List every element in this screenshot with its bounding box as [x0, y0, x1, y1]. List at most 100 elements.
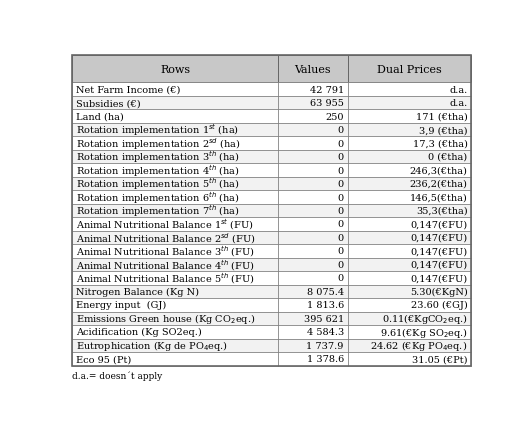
- Text: Rows: Rows: [160, 64, 190, 75]
- Text: Animal Nutritional Balance 5$^{th}$ (FU): Animal Nutritional Balance 5$^{th}$ (FU): [76, 271, 255, 286]
- Text: 1 813.6: 1 813.6: [307, 301, 344, 310]
- Text: 0: 0: [338, 166, 344, 175]
- Bar: [278, 298, 348, 312]
- Text: 0: 0: [338, 220, 344, 229]
- Text: 23.60 (€GJ): 23.60 (€GJ): [411, 301, 468, 310]
- Bar: [72, 191, 278, 204]
- Text: Acidification (Kg SO2eq.): Acidification (Kg SO2eq.): [76, 328, 202, 337]
- Text: Nitrogen Balance (Kg N): Nitrogen Balance (Kg N): [76, 287, 199, 296]
- Bar: [278, 231, 348, 245]
- Bar: [348, 97, 471, 110]
- Text: 0,147(€FU): 0,147(€FU): [411, 260, 468, 269]
- Bar: [72, 272, 278, 285]
- Bar: [72, 177, 278, 191]
- Text: 236,2(€tha): 236,2(€tha): [409, 180, 468, 189]
- Bar: [278, 164, 348, 177]
- Text: 0: 0: [338, 206, 344, 215]
- Text: d.a.: d.a.: [449, 99, 468, 108]
- Text: 35,3(€tha): 35,3(€tha): [416, 206, 468, 215]
- Bar: [278, 312, 348, 326]
- Bar: [278, 272, 348, 285]
- Text: Animal Nutritional Balance 2$^{sd}$ (FU): Animal Nutritional Balance 2$^{sd}$ (FU): [76, 230, 256, 245]
- Bar: [72, 137, 278, 150]
- Bar: [278, 218, 348, 231]
- Text: 0: 0: [338, 126, 344, 135]
- Bar: [72, 339, 278, 352]
- Text: 0: 0: [338, 193, 344, 202]
- Text: 5.30(€KgN): 5.30(€KgN): [410, 287, 468, 296]
- Bar: [278, 204, 348, 218]
- Text: 0: 0: [338, 247, 344, 256]
- Bar: [72, 312, 278, 326]
- Bar: [348, 83, 471, 97]
- Text: 0 (€tha): 0 (€tha): [428, 153, 468, 162]
- Bar: [278, 245, 348, 258]
- Text: Energy input  (GJ): Energy input (GJ): [76, 301, 167, 310]
- Bar: [348, 352, 471, 366]
- Bar: [348, 204, 471, 218]
- Text: Animal Nutritional Balance 4$^{th}$ (FU): Animal Nutritional Balance 4$^{th}$ (FU): [76, 258, 255, 272]
- Bar: [278, 352, 348, 366]
- Bar: [278, 177, 348, 191]
- Bar: [348, 150, 471, 164]
- Bar: [348, 272, 471, 285]
- Bar: [348, 231, 471, 245]
- Bar: [348, 326, 471, 339]
- Bar: [348, 285, 471, 298]
- Text: Net Farm Income (€): Net Farm Income (€): [76, 86, 180, 94]
- Text: 63 955: 63 955: [310, 99, 344, 108]
- Text: 0.11(€KgCO$_2$eq.): 0.11(€KgCO$_2$eq.): [382, 312, 468, 326]
- Text: Land (ha): Land (ha): [76, 112, 124, 121]
- Text: Rotation implementation 7$^{th}$ (ha): Rotation implementation 7$^{th}$ (ha): [76, 203, 240, 219]
- Bar: [278, 83, 348, 97]
- Bar: [278, 326, 348, 339]
- Bar: [72, 231, 278, 245]
- Text: Animal Nutritional Balance 1$^{st}$ (FU): Animal Nutritional Balance 1$^{st}$ (FU): [76, 217, 254, 232]
- Bar: [278, 191, 348, 204]
- Text: 395 621: 395 621: [304, 314, 344, 323]
- Text: 8 075.4: 8 075.4: [307, 287, 344, 296]
- Bar: [72, 352, 278, 366]
- Text: 0: 0: [338, 274, 344, 283]
- Bar: [278, 339, 348, 352]
- Text: Rotation implementation 3$^{th}$ (ha): Rotation implementation 3$^{th}$ (ha): [76, 149, 240, 165]
- Text: 0,147(€FU): 0,147(€FU): [411, 274, 468, 283]
- Bar: [72, 298, 278, 312]
- Bar: [72, 258, 278, 272]
- Bar: [348, 137, 471, 150]
- Bar: [348, 110, 471, 123]
- Text: Emissions Green house (Kg CO$_2$eq.): Emissions Green house (Kg CO$_2$eq.): [76, 312, 256, 326]
- Text: Rotation implementation 5$^{th}$ (ha): Rotation implementation 5$^{th}$ (ha): [76, 176, 240, 192]
- Bar: [348, 123, 471, 137]
- Text: d.a.: d.a.: [449, 86, 468, 94]
- Bar: [72, 218, 278, 231]
- Bar: [348, 245, 471, 258]
- Bar: [278, 258, 348, 272]
- Text: d.a.= doesn´t apply: d.a.= doesn´t apply: [72, 370, 162, 380]
- Bar: [348, 191, 471, 204]
- Text: 0,147(€FU): 0,147(€FU): [411, 247, 468, 256]
- Bar: [348, 312, 471, 326]
- Text: Values: Values: [295, 64, 331, 75]
- Text: Eco 95 (Pt): Eco 95 (Pt): [76, 355, 131, 363]
- Bar: [72, 83, 278, 97]
- Text: 9.61(€Kg SO$_2$eq.): 9.61(€Kg SO$_2$eq.): [379, 325, 468, 339]
- Text: 3,9 (€tha): 3,9 (€tha): [419, 126, 468, 135]
- Text: 31.05 (€Pt): 31.05 (€Pt): [412, 355, 468, 363]
- Bar: [348, 164, 471, 177]
- Bar: [72, 123, 278, 137]
- Bar: [348, 298, 471, 312]
- Bar: [72, 285, 278, 298]
- Bar: [72, 204, 278, 218]
- Bar: [72, 164, 278, 177]
- Bar: [348, 258, 471, 272]
- Bar: [278, 123, 348, 137]
- Bar: [72, 245, 278, 258]
- Text: 171 (€tha): 171 (€tha): [416, 112, 468, 121]
- Text: 1 737.9: 1 737.9: [306, 341, 344, 350]
- Text: 146,5(€tha): 146,5(€tha): [410, 193, 468, 202]
- Text: Rotation implementation 2$^{sd}$ (ha): Rotation implementation 2$^{sd}$ (ha): [76, 136, 241, 152]
- Bar: [278, 110, 348, 123]
- Bar: [348, 56, 471, 83]
- Text: Rotation implementation 1$^{st}$ (ha): Rotation implementation 1$^{st}$ (ha): [76, 123, 239, 138]
